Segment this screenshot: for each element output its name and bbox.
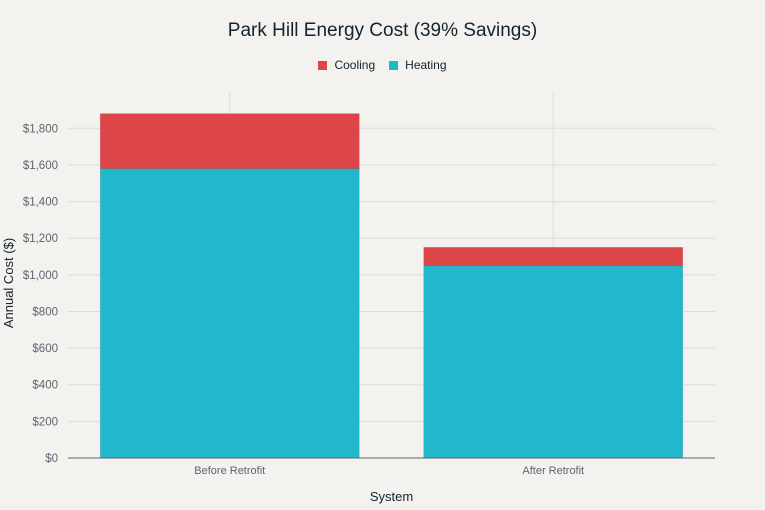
y-tick-label: $1,400 — [23, 197, 58, 209]
bar-heating — [423, 265, 684, 459]
y-tick-label: $0 — [45, 453, 58, 465]
legend-swatch-cooling — [318, 60, 328, 70]
y-tick-label: $1,000 — [23, 270, 58, 282]
legend-label-cooling: Cooling — [334, 58, 376, 72]
y-tick-label: $600 — [32, 343, 58, 355]
legend-item-heating[interactable]: Heating — [389, 58, 447, 72]
chart-title: Park Hill Energy Cost (39% Savings) — [227, 20, 538, 41]
y-tick-label: $1,600 — [23, 160, 58, 172]
y-tick-label: $800 — [32, 306, 58, 318]
y-tick-label: $200 — [32, 416, 58, 428]
bar-cooling — [99, 113, 360, 169]
legend-item-cooling[interactable]: Cooling — [318, 58, 375, 72]
x-tick-label: After Retrofit — [522, 465, 584, 477]
legend: Cooling Heating — [0, 58, 765, 72]
y-tick-label: $1,200 — [23, 233, 58, 245]
y-tick-label: $1,800 — [23, 123, 58, 135]
legend-swatch-heating — [389, 60, 399, 70]
legend-label-heating: Heating — [405, 58, 447, 72]
bar-heating — [99, 168, 360, 459]
y-axis-title: Annual Cost ($) — [1, 238, 16, 328]
y-tick-label: $400 — [32, 380, 58, 392]
bar-cooling — [423, 246, 684, 267]
x-axis-title: System — [370, 489, 413, 504]
x-tick-label: Before Retrofit — [194, 465, 265, 477]
